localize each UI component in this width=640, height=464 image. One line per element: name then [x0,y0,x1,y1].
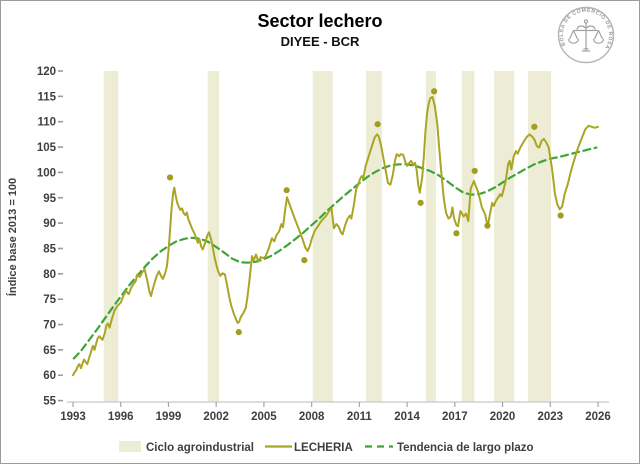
y-axis-label: 85 [43,243,56,255]
y-axis-title: Índice base 2013 = 100 [6,178,19,296]
y-axis-label: 60 [43,370,56,382]
turning-point-dot [431,88,438,95]
y-axis-label: 55 [43,396,56,408]
y-axis-label: 75 [43,294,56,306]
y-axis-label: 100 [37,167,56,179]
cycle-band [426,71,437,402]
scales-icon [567,19,605,52]
turning-point-dot [235,329,242,336]
x-axis-label: 1999 [156,411,182,423]
turning-point-dot [417,199,424,206]
x-axis-label: 2017 [442,411,468,423]
x-axis-label: 1993 [60,411,86,423]
x-axis-label: 2026 [585,411,611,423]
x-axis-label: 2014 [394,411,420,423]
legend-label-cycle: Ciclo agroindustrial [146,442,254,454]
turning-point-dot [531,123,538,130]
x-axis-label: 2008 [299,411,325,423]
page-title: Sector lechero [257,11,382,31]
turning-point-dot [471,167,478,174]
legend-label-lecheria: LECHERIA [294,442,353,454]
x-axis-label: 2005 [251,411,277,423]
turning-point-dot [453,230,460,237]
y-axis-label: 90 [43,218,56,230]
turning-point-dot [166,174,174,181]
lecheria-line [72,95,599,377]
cycle-band [366,71,382,402]
x-axis-label: 2002 [203,411,229,423]
x-axis-label: 2023 [537,411,563,423]
bcr-logo: BOLSA DE COMERCIO DE ROSARIO [555,2,615,64]
logo-outer-circle [557,6,615,64]
cycle-band [207,71,220,402]
cycle-band [312,71,333,402]
turning-point-dot [557,212,564,219]
y-axis-label: 80 [43,269,56,281]
y-axis-label: 115 [37,91,56,103]
cycle-band [103,71,119,402]
y-axis-label: 95 [43,193,56,205]
cycle-band-swatch [119,441,141,452]
y-axis-label: 70 [43,320,56,332]
y-axis-label: 120 [37,66,56,78]
turning-point-dot [301,257,308,264]
legend-label-trend: Tendencia de largo plazo [397,442,534,454]
plot-area: 1993 1996 1999 2002 2005 2008 2011 2014 2017 2020… [37,66,611,423]
page-subtitle: DIYEE - BCR [281,34,360,49]
y-axis-label: 105 [37,142,57,154]
cycle-band [461,71,475,402]
turning-point-dot [283,187,290,194]
trend-line [72,146,598,360]
x-axis-label: 2011 [347,411,373,423]
x-axis-label: 1996 [108,411,134,423]
x-axis-label: 2020 [490,411,516,423]
legend: Ciclo agroindustrial LECHERIA Tendencia … [119,441,534,454]
y-axis-label: 65 [43,345,56,357]
y-axis-label: 110 [37,117,56,129]
turning-point-dot [374,121,381,128]
cycle-band [528,71,552,402]
cycle-band [494,71,515,402]
turning-point-dot [484,222,491,229]
